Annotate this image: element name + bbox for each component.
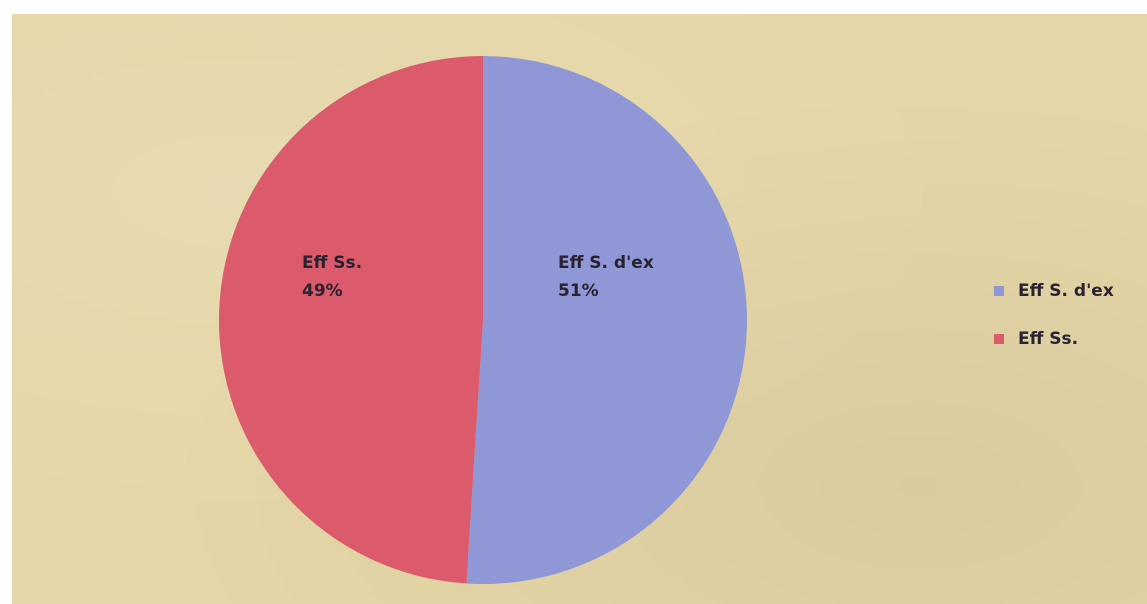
slice-label-eff-ss: Eff Ss. — [302, 253, 362, 273]
pie-slice-eff-ss — [218, 56, 484, 584]
slice-value-eff-s-dex: 51% — [558, 281, 599, 301]
chart-background: Eff S. d'ex 51% Eff Ss. 49% Eff S. d'ex Eff… — [12, 14, 1147, 604]
legend: Eff S. d'ex Eff Ss. — [994, 278, 1114, 374]
slice-value-eff-ss: 49% — [302, 281, 343, 301]
pie-chart: Eff S. d'ex 51% Eff Ss. 49% — [218, 56, 747, 584]
legend-label-eff-s-dex: Eff S. d'ex — [1018, 281, 1114, 301]
slice-label-eff-s-dex: Eff S. d'ex — [558, 253, 654, 273]
pie-slice-eff-s-dex — [466, 56, 747, 584]
legend-label-eff-ss: Eff Ss. — [1018, 329, 1079, 349]
legend-swatch-eff-s-dex — [994, 286, 1004, 296]
legend-swatch-eff-ss — [994, 334, 1004, 344]
legend-item-eff-s-dex: Eff S. d'ex — [994, 278, 1114, 304]
pie-labels: Eff S. d'ex 51% Eff Ss. 49% — [302, 253, 654, 301]
legend-item-eff-ss: Eff Ss. — [994, 326, 1114, 352]
pie-slices — [218, 56, 747, 584]
